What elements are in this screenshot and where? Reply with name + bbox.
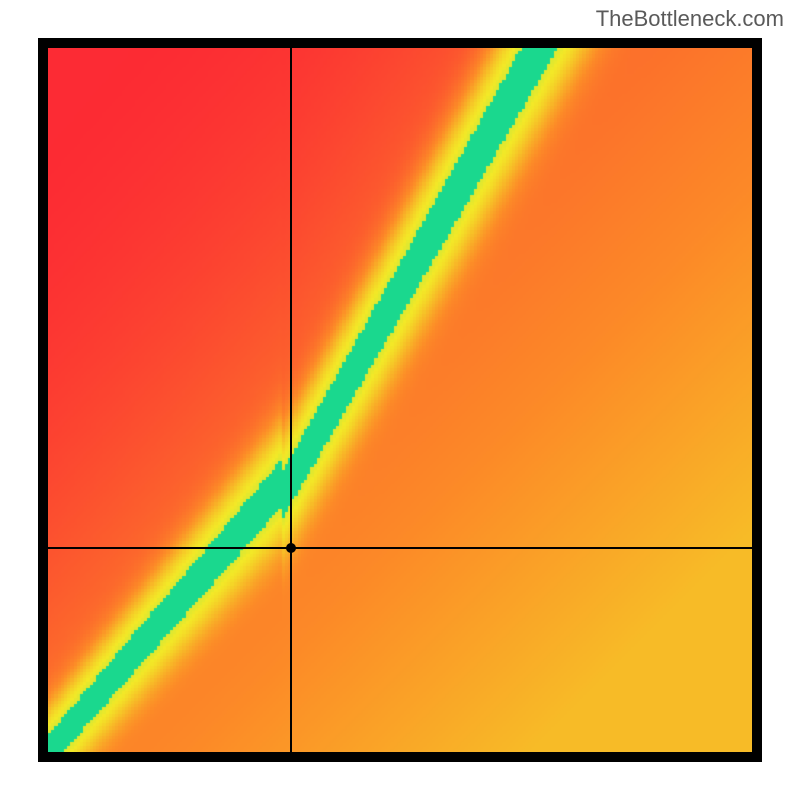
chart-container: TheBottleneck.com: [0, 0, 800, 800]
watermark-text: TheBottleneck.com: [596, 6, 784, 32]
heatmap-plot: [38, 38, 762, 762]
heatmap-canvas: [48, 48, 752, 752]
